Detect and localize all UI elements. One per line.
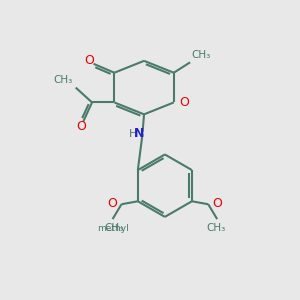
Text: CH₃: CH₃ — [104, 223, 124, 233]
Text: CH₃: CH₃ — [206, 223, 225, 233]
Text: CH₃: CH₃ — [53, 75, 73, 85]
Text: O: O — [77, 120, 87, 133]
Text: O: O — [107, 197, 117, 210]
Text: O: O — [84, 54, 94, 67]
Text: N: N — [134, 127, 144, 140]
Text: H: H — [129, 129, 137, 139]
Text: O: O — [179, 96, 189, 109]
Text: O: O — [213, 197, 223, 210]
Text: methyl: methyl — [97, 224, 128, 232]
Text: CH₃: CH₃ — [192, 50, 211, 60]
